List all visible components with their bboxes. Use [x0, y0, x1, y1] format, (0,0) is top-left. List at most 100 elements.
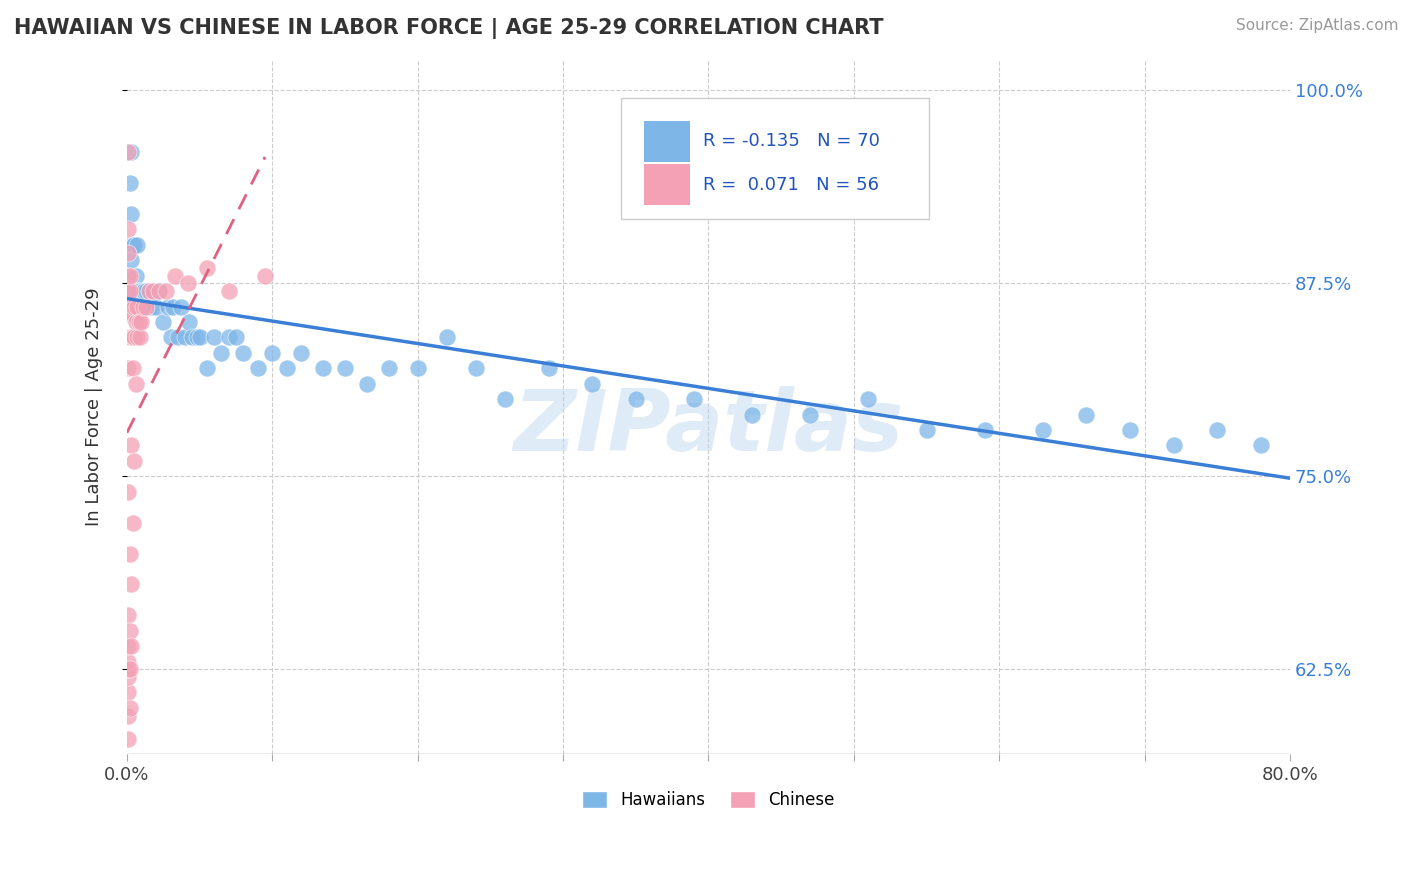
Point: [117, 639, 139, 653]
FancyBboxPatch shape: [644, 120, 690, 161]
Point: [973, 423, 995, 437]
Point: [1119, 423, 1142, 437]
Point: [1163, 438, 1185, 452]
Point: [152, 315, 174, 329]
Point: [118, 176, 141, 190]
Point: [117, 245, 139, 260]
Point: [181, 330, 204, 344]
Point: [120, 253, 142, 268]
Point: [122, 454, 145, 468]
FancyBboxPatch shape: [644, 164, 690, 205]
Point: [148, 284, 170, 298]
Point: [135, 300, 157, 314]
Point: [117, 670, 139, 684]
Point: [436, 330, 458, 344]
Text: Source: ZipAtlas.com: Source: ZipAtlas.com: [1236, 18, 1399, 33]
Point: [128, 315, 150, 329]
Point: [155, 284, 177, 298]
Point: [128, 284, 150, 298]
Point: [142, 284, 165, 298]
Legend: Hawaiians, Chinese: Hawaiians, Chinese: [575, 784, 842, 815]
Point: [377, 361, 399, 376]
Point: [117, 307, 139, 321]
Point: [218, 284, 240, 298]
Point: [148, 284, 170, 298]
Point: [179, 315, 201, 329]
Point: [118, 330, 141, 344]
Point: [225, 330, 247, 344]
Point: [129, 330, 152, 344]
Point: [1032, 423, 1054, 437]
Point: [120, 639, 142, 653]
Point: [117, 145, 139, 160]
Point: [124, 268, 146, 283]
Point: [683, 392, 706, 407]
Point: [262, 346, 284, 360]
Point: [117, 731, 139, 746]
Point: [156, 300, 179, 314]
Point: [276, 361, 298, 376]
Point: [117, 268, 139, 283]
Point: [132, 300, 155, 314]
Point: [174, 330, 197, 344]
Point: [145, 300, 167, 314]
Point: [188, 330, 211, 344]
Point: [232, 346, 254, 360]
Point: [1250, 438, 1272, 452]
Point: [333, 361, 356, 376]
Point: [117, 300, 139, 314]
Point: [120, 577, 142, 591]
Point: [117, 685, 139, 699]
Point: [195, 260, 218, 275]
Point: [131, 315, 153, 329]
Point: [218, 330, 240, 344]
Point: [120, 284, 142, 298]
Point: [117, 330, 139, 344]
Point: [117, 361, 139, 376]
Point: [117, 655, 139, 669]
Point: [124, 376, 146, 391]
Point: [118, 701, 141, 715]
Point: [132, 284, 155, 298]
Point: [120, 145, 142, 160]
Text: ZIPatlas: ZIPatlas: [513, 386, 904, 469]
Point: [356, 376, 378, 391]
Point: [138, 284, 160, 298]
Point: [177, 277, 200, 291]
Point: [166, 330, 188, 344]
Point: [131, 300, 153, 314]
Point: [134, 284, 156, 298]
Point: [122, 330, 145, 344]
Point: [121, 237, 143, 252]
Point: [118, 237, 141, 252]
Point: [121, 361, 143, 376]
Point: [121, 330, 143, 344]
Point: [118, 307, 141, 321]
Point: [464, 361, 486, 376]
Point: [159, 330, 181, 344]
Point: [120, 330, 142, 344]
Point: [117, 608, 139, 623]
Point: [170, 300, 193, 314]
Point: [117, 484, 139, 499]
Point: [915, 423, 938, 437]
FancyBboxPatch shape: [621, 98, 929, 219]
Point: [117, 662, 139, 676]
Point: [202, 330, 225, 344]
Point: [581, 376, 603, 391]
Point: [858, 392, 880, 407]
Point: [120, 438, 142, 452]
Point: [129, 284, 152, 298]
Point: [1076, 408, 1098, 422]
Text: R =  0.071   N = 56: R = 0.071 N = 56: [703, 176, 879, 194]
Point: [186, 330, 208, 344]
Text: R = -0.135   N = 70: R = -0.135 N = 70: [703, 132, 880, 150]
Point: [120, 300, 142, 314]
Point: [138, 284, 160, 298]
Point: [118, 662, 141, 676]
Point: [127, 330, 149, 344]
Point: [117, 222, 139, 236]
Point: [141, 300, 163, 314]
Point: [1206, 423, 1229, 437]
Point: [118, 547, 141, 561]
